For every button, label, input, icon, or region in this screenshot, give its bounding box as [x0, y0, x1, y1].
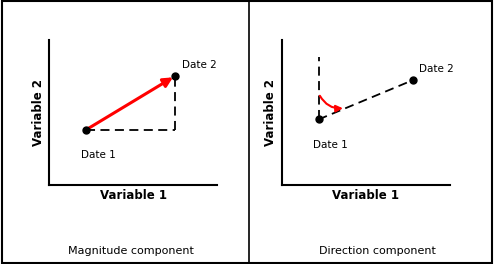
Text: Date 2: Date 2 [419, 64, 454, 74]
Text: Date 1: Date 1 [314, 140, 348, 150]
Y-axis label: Variable 2: Variable 2 [264, 79, 278, 146]
Y-axis label: Variable 2: Variable 2 [32, 79, 45, 146]
X-axis label: Variable 1: Variable 1 [100, 189, 167, 202]
X-axis label: Variable 1: Variable 1 [332, 189, 399, 202]
Text: Direction component: Direction component [320, 246, 436, 256]
Text: Magnitude component: Magnitude component [68, 246, 194, 256]
Text: Date 1: Date 1 [82, 150, 116, 160]
Text: Date 2: Date 2 [182, 60, 217, 70]
